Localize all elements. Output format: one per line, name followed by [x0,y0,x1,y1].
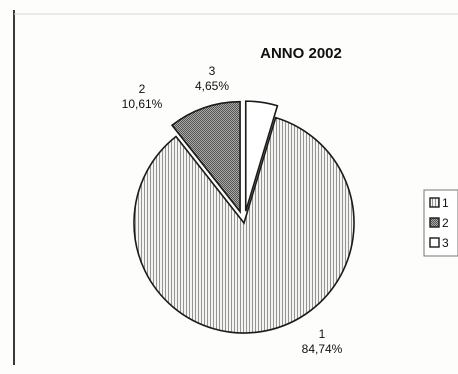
data-label-value-2: 10,61% [122,97,163,111]
legend-swatch-3 [429,237,440,248]
data-label-category-2: 2 [139,82,146,96]
pie-slice-2 [170,100,241,214]
data-label-category-3: 3 [209,64,216,78]
pie-slices [133,100,355,334]
data-label-value-1: 84,74% [302,342,343,356]
chart-title: ANNO 2002 [260,45,342,62]
legend-label-3: 3 [442,236,449,250]
chart-legend: 1 2 3 [423,189,458,257]
pie-data-labels: 184,74% 210,61% 34,65% [122,64,343,356]
pie-slice-3 [244,100,279,212]
data-label-category-1: 1 [319,327,326,341]
legend-box [423,189,458,257]
data-label-value-3: 4,65% [195,79,229,93]
legend-label-1: 1 [442,196,449,210]
pie-slice-1 [133,116,355,334]
legend-swatch-2 [429,217,440,228]
legend-label-2: 2 [442,216,449,230]
legend-swatch-1 [429,197,440,208]
